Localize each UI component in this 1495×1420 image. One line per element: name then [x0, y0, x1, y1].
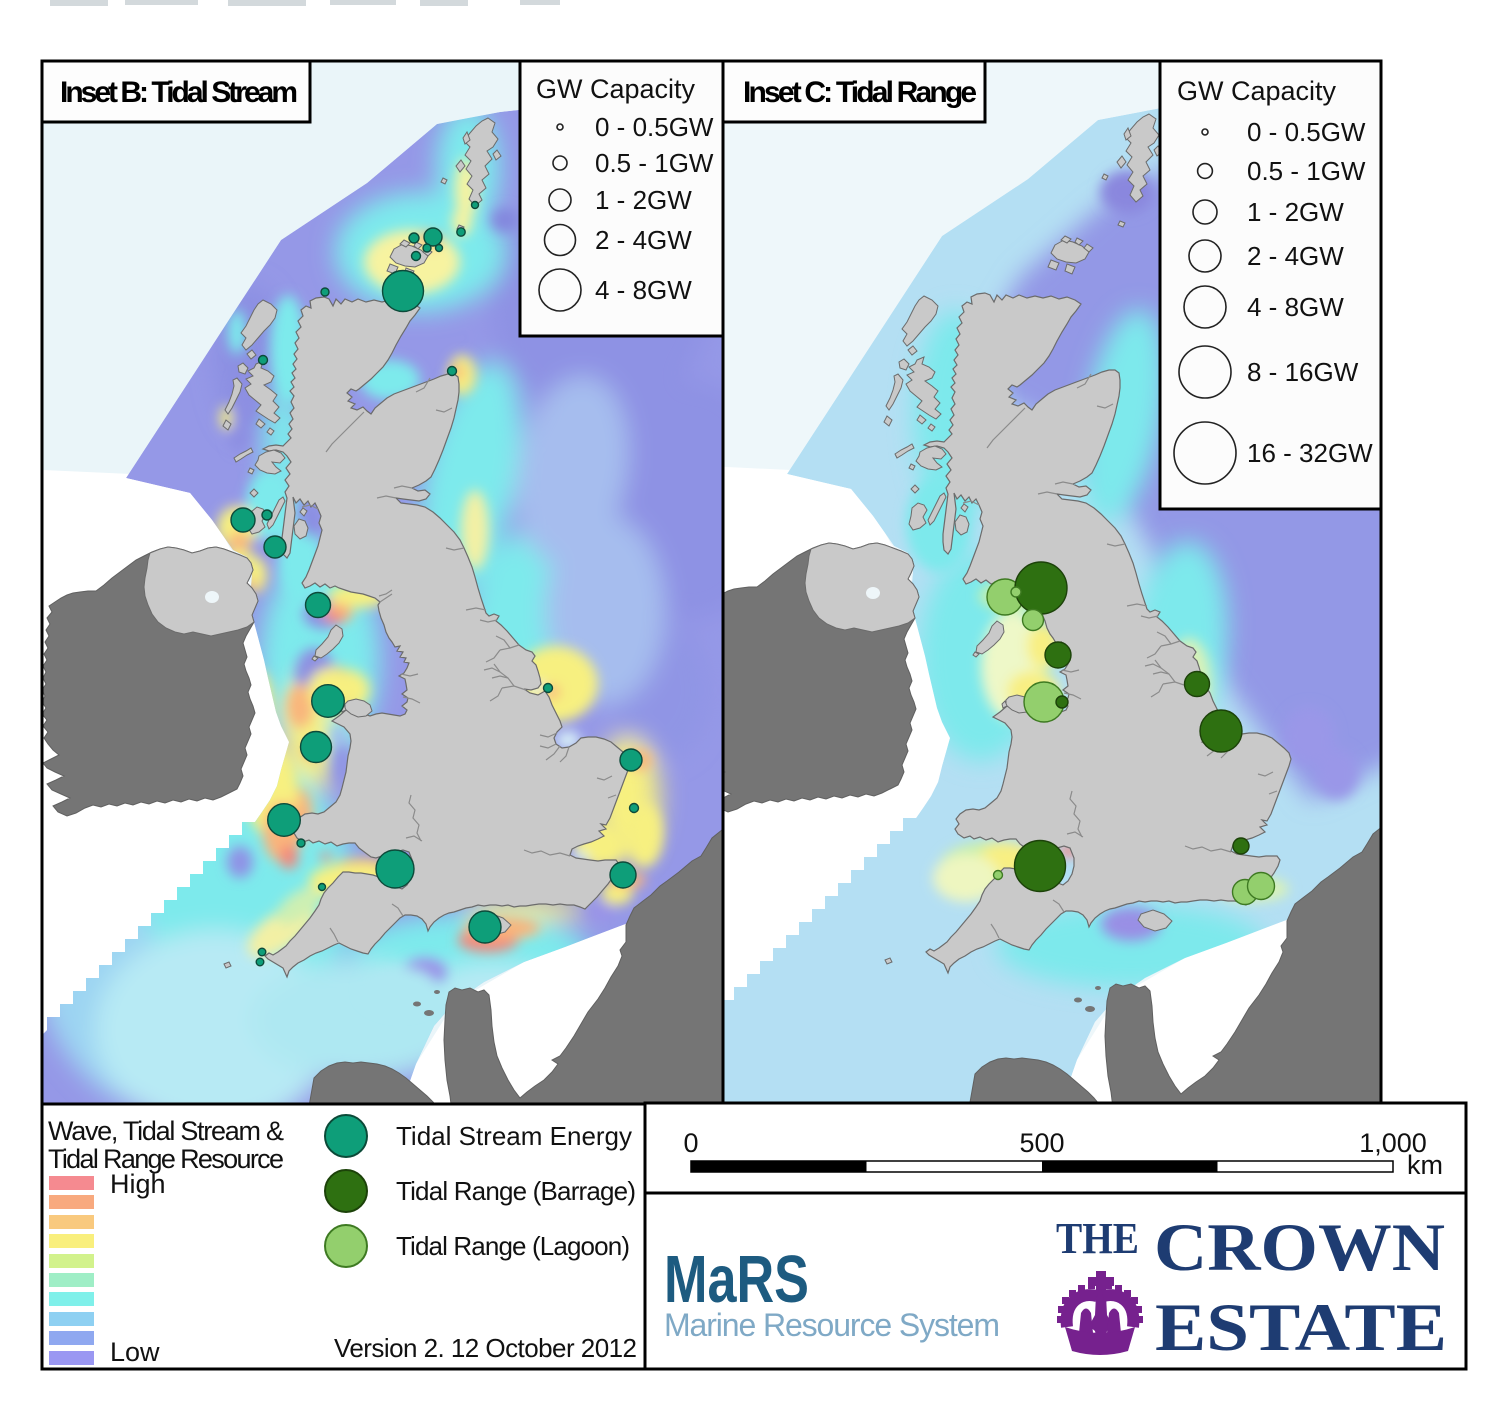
svg-text:Wave, Tidal Stream &: Wave, Tidal Stream & — [48, 1116, 284, 1146]
svg-text:CROWN: CROWN — [1154, 1209, 1445, 1285]
svg-text:1 - 2GW: 1 - 2GW — [595, 185, 692, 215]
svg-text:1,000: 1,000 — [1359, 1128, 1427, 1158]
svg-text:2 - 4GW: 2 - 4GW — [1247, 241, 1344, 271]
svg-text:Inset C: Tidal Range: Inset C: Tidal Range — [743, 76, 977, 109]
svg-text:Version 2. 12 October 2012: Version 2. 12 October 2012 — [334, 1333, 637, 1363]
svg-text:Tidal Range Resource: Tidal Range Resource — [48, 1144, 284, 1174]
svg-text:500: 500 — [1019, 1128, 1064, 1158]
svg-text:Inset B: Tidal Stream: Inset B: Tidal Stream — [60, 76, 298, 109]
svg-text:8 - 16GW: 8 - 16GW — [1247, 357, 1359, 387]
svg-text:1 - 2GW: 1 - 2GW — [1247, 197, 1344, 227]
svg-text:2 - 4GW: 2 - 4GW — [595, 225, 692, 255]
svg-text:ESTATE: ESTATE — [1155, 1289, 1447, 1365]
svg-text:0.5 - 1GW: 0.5 - 1GW — [595, 148, 714, 178]
svg-text:0 - 0.5GW: 0 - 0.5GW — [1247, 117, 1366, 147]
svg-text:Tidal Stream Energy: Tidal Stream Energy — [396, 1121, 632, 1151]
svg-text:4 - 8GW: 4 - 8GW — [595, 275, 692, 305]
svg-text:Low: Low — [110, 1337, 160, 1367]
svg-text:4 - 8GW: 4 - 8GW — [1247, 292, 1344, 322]
svg-text:Tidal Range (Lagoon): Tidal Range (Lagoon) — [396, 1231, 630, 1261]
svg-text:0.5 - 1GW: 0.5 - 1GW — [1247, 156, 1366, 186]
svg-text:GW Capacity: GW Capacity — [1177, 76, 1337, 106]
svg-text:0: 0 — [683, 1128, 698, 1158]
svg-text:MaRS: MaRS — [664, 1242, 809, 1317]
svg-text:km: km — [1407, 1150, 1443, 1180]
svg-text:Tidal Range (Barrage): Tidal Range (Barrage) — [396, 1176, 636, 1206]
svg-text:16 - 32GW: 16 - 32GW — [1247, 438, 1373, 468]
svg-text:GW Capacity: GW Capacity — [536, 74, 696, 104]
svg-text:0 - 0.5GW: 0 - 0.5GW — [595, 112, 714, 142]
svg-text:High: High — [110, 1169, 166, 1199]
svg-text:Marine Resource System: Marine Resource System — [664, 1307, 1000, 1343]
svg-text:THE: THE — [1056, 1214, 1139, 1263]
